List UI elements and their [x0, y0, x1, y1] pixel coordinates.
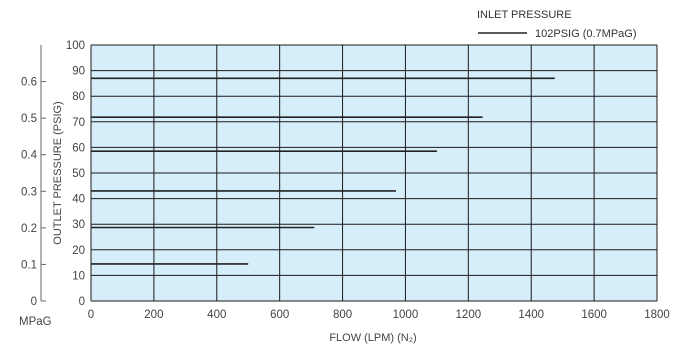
y-tick-label-8: 80: [72, 91, 85, 103]
secondary-y-tick-label-0: 0: [31, 296, 37, 308]
secondary-axis-unit: MPaG: [19, 316, 52, 328]
legend-title: INLET PRESSURE: [477, 9, 572, 21]
x-tick-label-4: 800: [333, 309, 352, 321]
y-tick-label-7: 70: [72, 117, 85, 129]
x-tick-label-8: 1600: [581, 309, 607, 321]
y-tick-label-6: 60: [72, 142, 85, 154]
secondary-y-tick-label-1: 0.1: [21, 259, 37, 271]
x-tick-labels: 0 200 400 600 800 1000 1200 1400 1600 1800: [88, 309, 670, 321]
x-tick-label-3: 600: [270, 309, 289, 321]
x-tick-label-7: 1400: [518, 309, 544, 321]
x-tick-label-1: 200: [144, 309, 163, 321]
secondary-y-tick-label-5: 0.5: [21, 113, 37, 125]
y-tick-label-1: 10: [72, 270, 85, 282]
y-tick-label-0: 0: [79, 296, 85, 308]
y-tick-label-9: 90: [72, 66, 85, 78]
legend-entry-label: 102PSIG (0.7MPaG): [535, 28, 637, 40]
series-group: [91, 77, 555, 265]
y-tick-label-5: 50: [72, 168, 85, 180]
y-tick-label-4: 40: [72, 194, 85, 206]
secondary-y-tick-label-2: 0.2: [21, 223, 37, 235]
secondary-y-tick-labels: 0 0.1 0.2 0.3 0.4 0.5 0.6: [21, 77, 46, 308]
y-tick-label-3: 30: [72, 219, 85, 231]
secondary-y-tick-label-3: 0.3: [21, 186, 37, 198]
y-tick-label-2: 20: [72, 245, 85, 257]
secondary-y-tick-label-6: 0.6: [21, 77, 37, 89]
y-tick-label-10: 100: [66, 40, 85, 52]
x-tick-label-6: 1200: [456, 309, 482, 321]
x-tick-label-9: 1800: [644, 309, 670, 321]
grid: [90, 44, 658, 302]
x-tick-label-5: 1000: [393, 309, 419, 321]
y-tick-labels: 0 10 20 30 40 50 60 70 80 90 100: [66, 40, 85, 308]
x-tick-label-0: 0: [88, 309, 94, 321]
x-tick-label-2: 400: [207, 309, 226, 321]
y-axis-title: OUTLET PRESSURE (PSIG): [52, 101, 64, 244]
legend: INLET PRESSURE 102PSIG (0.7MPaG): [477, 9, 637, 40]
secondary-y-tick-label-4: 0.4: [21, 150, 38, 162]
x-axis-title: FLOW (LPM) (N₂): [329, 332, 416, 344]
